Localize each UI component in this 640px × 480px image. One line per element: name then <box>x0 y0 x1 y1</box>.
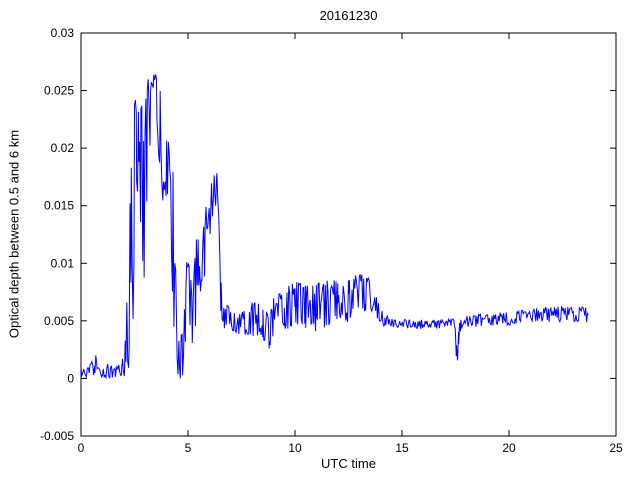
y-tick-label: 0.005 <box>44 314 74 328</box>
data-series-line <box>81 74 589 380</box>
y-tick-label: 0.03 <box>51 26 75 40</box>
x-tick-label: 5 <box>185 441 192 455</box>
chart-title: 20161230 <box>319 8 378 23</box>
y-tick-label: 0.025 <box>44 84 74 98</box>
x-tick-label: 10 <box>288 441 302 455</box>
y-tick-label: 0 <box>67 371 74 385</box>
x-tick-label: 25 <box>609 441 623 455</box>
x-tick-label: 0 <box>78 441 85 455</box>
y-tick-label: -0.005 <box>40 429 74 443</box>
y-tick-label: 0.015 <box>44 199 74 213</box>
x-axis-label: UTC time <box>321 456 376 471</box>
y-tick-label: 0.02 <box>51 141 75 155</box>
axes-box <box>80 32 617 437</box>
x-tick-label: 15 <box>395 441 409 455</box>
y-tick-label: 0.01 <box>51 256 75 270</box>
x-tick-label: 20 <box>502 441 516 455</box>
